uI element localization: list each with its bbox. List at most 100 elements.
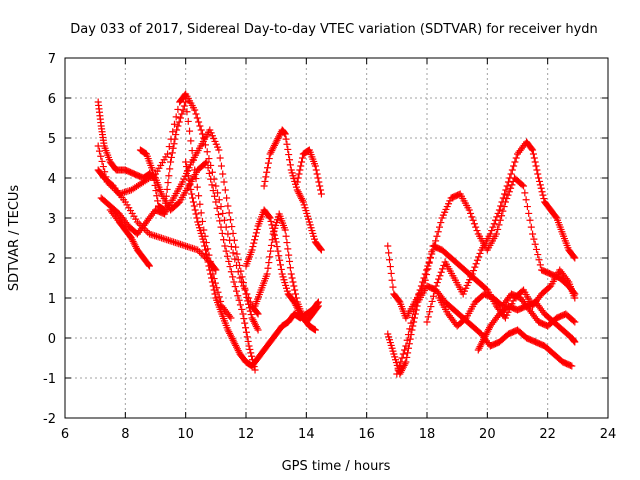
data-point (250, 317, 258, 325)
data-point (276, 256, 284, 264)
data-point (473, 227, 481, 235)
data-point (204, 258, 212, 266)
data-point (183, 163, 191, 171)
series-1 (94, 90, 262, 318)
data-point (314, 174, 322, 182)
data-point (239, 310, 247, 318)
data-point (316, 182, 324, 190)
data-point (230, 278, 238, 286)
data-point (149, 171, 157, 179)
data-point (189, 156, 197, 164)
data-point (195, 192, 203, 200)
data-point (196, 200, 204, 208)
data-point (385, 249, 393, 257)
data-point (535, 177, 543, 185)
data-point (311, 326, 319, 334)
data-point (421, 270, 429, 278)
y-tick-label: 3 (48, 212, 56, 227)
data-point (295, 189, 303, 197)
data-point (526, 216, 534, 224)
x-tick-label: 20 (479, 427, 496, 442)
data-point (505, 188, 513, 196)
data-point (503, 182, 511, 190)
y-tick-label: 6 (48, 92, 56, 107)
data-point (265, 259, 273, 267)
data-point (285, 151, 293, 159)
data-point (532, 162, 540, 170)
data-point (297, 162, 305, 170)
data-point (275, 252, 283, 260)
data-point (311, 162, 319, 170)
data-point (275, 133, 283, 141)
data-point (233, 287, 241, 295)
data-point (203, 148, 211, 156)
data-point (167, 153, 175, 161)
data-point (439, 265, 447, 273)
data-point (398, 354, 406, 362)
data-point (407, 319, 415, 327)
data-point (189, 194, 197, 202)
data-point (511, 158, 519, 166)
data-point (470, 220, 478, 228)
data-point (170, 120, 178, 128)
data-point (267, 247, 275, 255)
data-point (473, 256, 481, 264)
data-point (404, 331, 412, 339)
data-point (135, 220, 143, 228)
data-point (251, 321, 259, 329)
data-point (209, 282, 217, 290)
data-point (269, 145, 277, 153)
data-point (276, 261, 284, 269)
data-point (271, 140, 279, 148)
data-point (268, 147, 276, 155)
data-point (248, 246, 256, 254)
data-point (131, 241, 139, 249)
data-point (261, 177, 269, 185)
data-point (552, 213, 560, 221)
data-point (176, 114, 184, 122)
data-point (424, 313, 432, 321)
data-point (397, 358, 405, 366)
data-point (386, 256, 394, 264)
data-point (132, 243, 140, 251)
y-axis-label: SDTVAR / TECUs (7, 185, 22, 292)
data-point (537, 184, 545, 192)
data-point (145, 262, 153, 270)
data-point (508, 166, 516, 174)
data-point (171, 135, 179, 143)
data-point (243, 333, 251, 341)
data-point (244, 297, 252, 305)
data-point (521, 189, 529, 197)
data-point (435, 223, 443, 231)
y-tick-label: -2 (43, 412, 56, 427)
data-point (192, 210, 200, 218)
data-point (403, 336, 411, 344)
data-point (436, 272, 444, 280)
data-point (432, 282, 440, 290)
data-point (570, 253, 578, 261)
y-tick-label: 4 (48, 172, 56, 187)
data-point (470, 267, 478, 275)
data-point (495, 206, 503, 214)
data-point (264, 164, 272, 172)
data-point (475, 253, 483, 261)
data-point (388, 276, 396, 284)
data-point (476, 249, 484, 257)
data-point (571, 318, 579, 326)
data-point (226, 312, 234, 320)
data-point (223, 194, 231, 202)
data-point (494, 225, 502, 233)
data-point (314, 303, 322, 311)
data-point (226, 263, 234, 271)
data-point (214, 189, 222, 197)
data-point (273, 243, 281, 251)
data-point (286, 264, 294, 272)
data-point (253, 309, 261, 317)
data-point (479, 336, 487, 344)
series-9 (260, 126, 325, 254)
data-point (183, 108, 191, 116)
data-point (518, 181, 526, 189)
y-tick-labels: -2 -1 0 1 2 3 4 5 6 7 (43, 52, 56, 427)
data-point (476, 343, 484, 351)
data-point (406, 335, 414, 343)
